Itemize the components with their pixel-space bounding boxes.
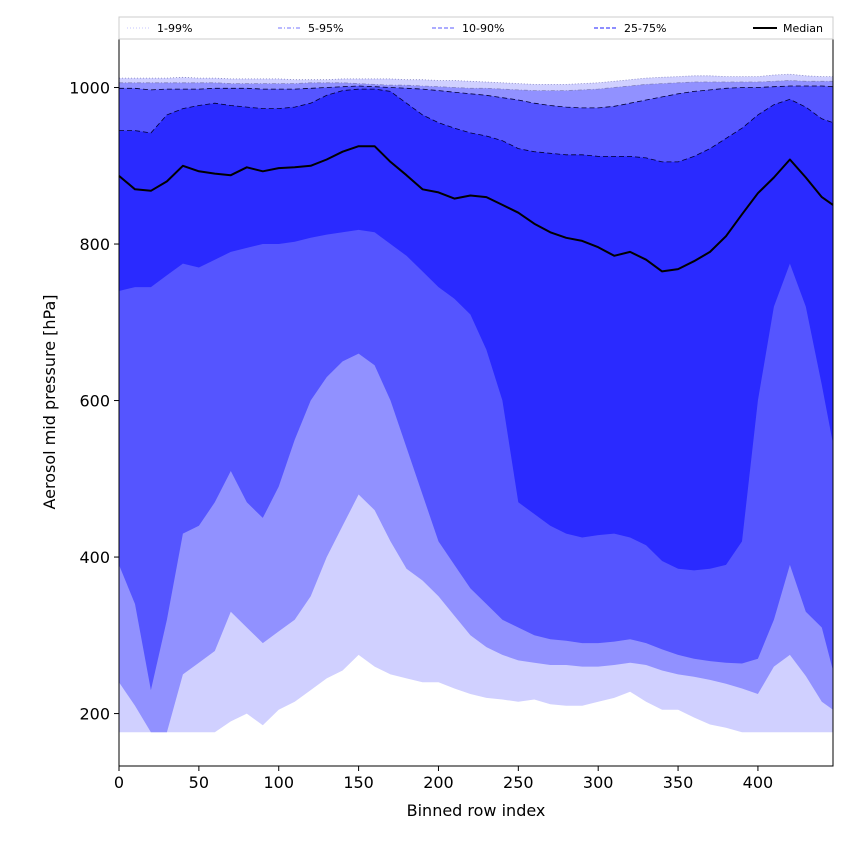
band-upper-edge-10-90% [119, 85, 834, 109]
x-tick-label: 50 [189, 773, 209, 792]
legend: 1-99% 5-95% 10-90% 25-75% Median [118, 16, 834, 40]
legend-label: 10-90% [462, 22, 504, 35]
percentile-bands [119, 74, 833, 733]
legend-label: 5-95% [308, 22, 343, 35]
y-tick-label: 800 [79, 235, 110, 254]
legend-label: 25-75% [624, 22, 666, 35]
x-tick-label: 400 [743, 773, 774, 792]
y-tick-label: 200 [79, 705, 110, 724]
y-axis-label: Aerosol mid pressure [hPa] [40, 294, 59, 509]
y-tick-label: 400 [79, 548, 110, 567]
median-line [118, 145, 834, 273]
y-axis-ticks: 200 400 600 800 1000 [69, 79, 119, 724]
x-tick-label: 150 [343, 773, 374, 792]
x-tick-label: 100 [263, 773, 294, 792]
x-tick-label: 350 [663, 773, 694, 792]
band-upper-edge-5-95% [119, 80, 833, 91]
x-axis-ticks: 0 50 100 150 200 250 300 350 400 [114, 766, 773, 792]
x-axis-label: Binned row index [407, 801, 546, 820]
legend-label: Median [783, 22, 823, 35]
legend-box [118, 16, 834, 40]
legend-label: 1-99% [157, 22, 192, 35]
band-25-75% [119, 89, 833, 571]
y-tick-label: 1000 [69, 79, 110, 98]
x-tick-label: 250 [503, 773, 534, 792]
band-upper-edge-25-75% [119, 88, 834, 163]
median-series [118, 145, 834, 273]
y-tick-label: 600 [79, 392, 110, 411]
x-tick-label: 300 [583, 773, 614, 792]
x-tick-label: 200 [423, 773, 454, 792]
x-tick-label: 0 [114, 773, 124, 792]
percentile-band-edges [119, 73, 834, 163]
